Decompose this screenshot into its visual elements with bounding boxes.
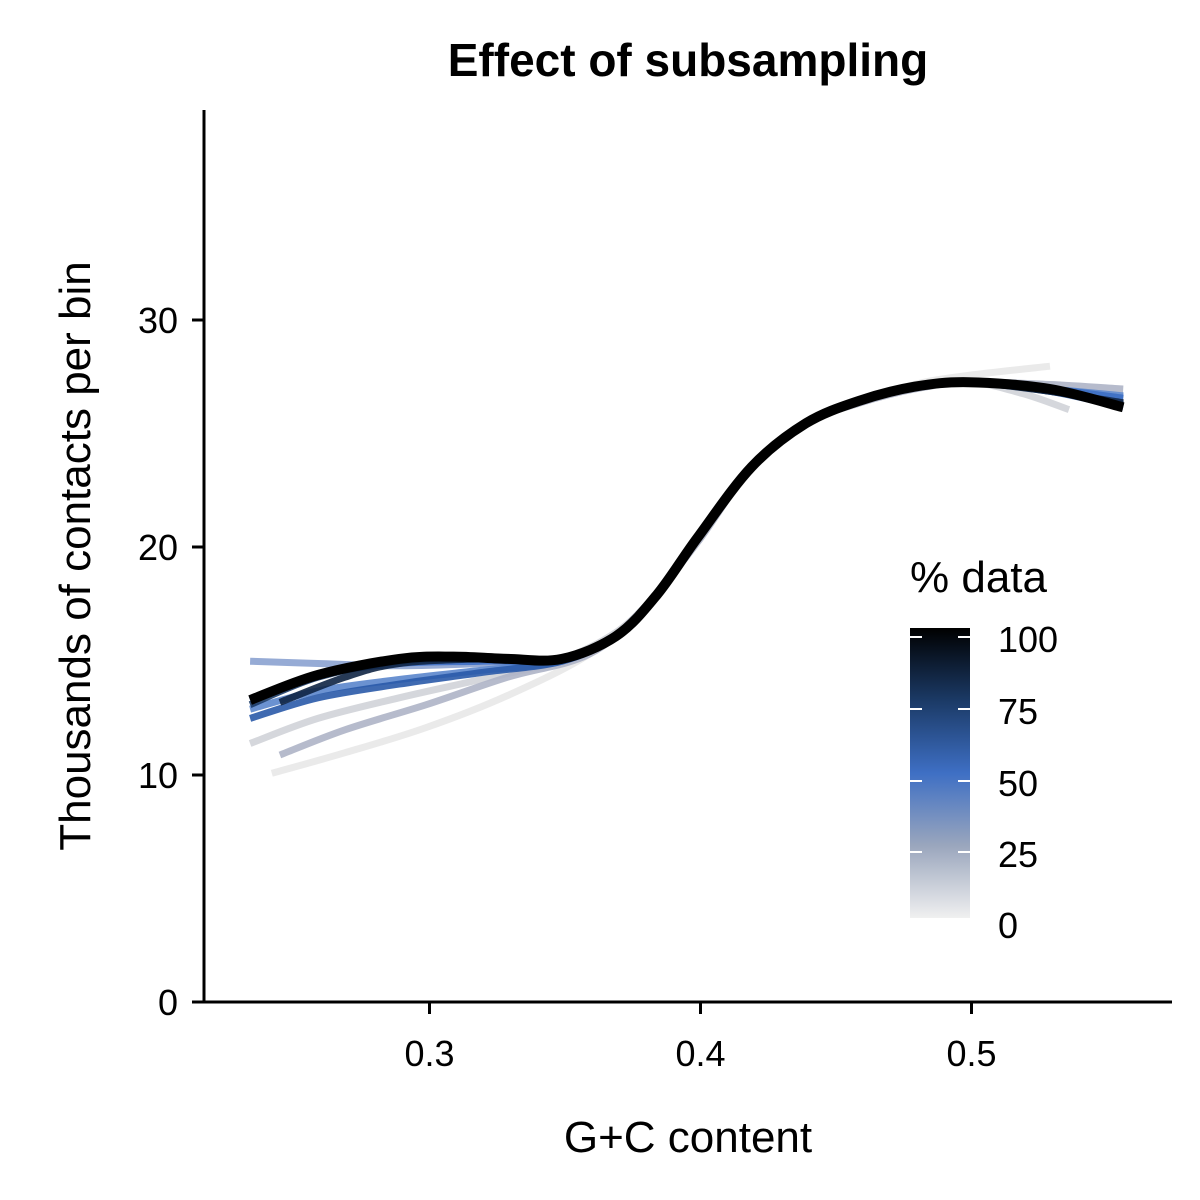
x-tick-label: 0.5 (946, 1033, 996, 1074)
series-layer (248, 362, 1125, 777)
legend-label: 0 (998, 905, 1018, 946)
y-tick-label: 0 (158, 982, 178, 1023)
legend-label: 75 (998, 691, 1038, 732)
y-axis-title: Thousands of contacts per bin (51, 261, 100, 850)
x-tick-label: 0.3 (404, 1033, 454, 1074)
legend-title: % data (910, 553, 1048, 602)
legend-label: 100 (998, 619, 1058, 660)
x-tick-label: 0.4 (675, 1033, 725, 1074)
y-tick-label: 10 (138, 755, 178, 796)
legend-colorbar (910, 628, 970, 918)
series-line-75-pct (248, 378, 1124, 708)
chart-title: Effect of subsampling (448, 34, 928, 86)
x-ticks: 0.3 0.4 0.5 (404, 1002, 997, 1074)
legend-ticks (910, 636, 970, 853)
legend: % data 100 75 50 25 0 (910, 553, 1058, 946)
series-line-100-pct (248, 377, 1125, 705)
y-tick-label: 30 (138, 300, 178, 341)
x-axis-title: G+C content (564, 1113, 812, 1162)
y-ticks: 0 10 20 30 (138, 300, 204, 1023)
series-line-35-pct (249, 378, 1124, 670)
series-line-55-pct (248, 378, 1124, 704)
legend-label: 50 (998, 763, 1038, 804)
y-tick-label: 20 (138, 527, 178, 568)
legend-label: 25 (998, 834, 1038, 875)
